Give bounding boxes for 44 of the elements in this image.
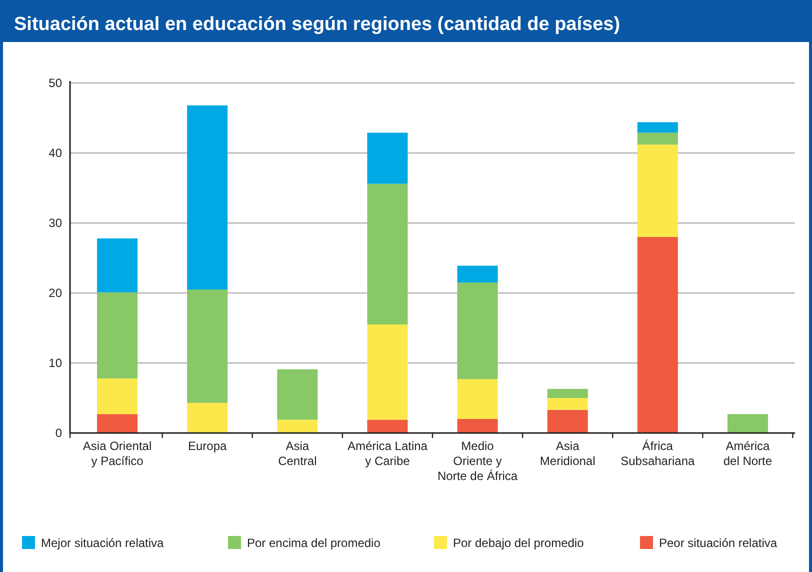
- bar: [367, 420, 408, 433]
- y-tick-label: 0: [55, 426, 62, 440]
- bar: [637, 122, 678, 133]
- bar: [367, 324, 408, 420]
- y-tick-label: 20: [48, 286, 62, 300]
- x-tick-label: Medio Oriente y Norte de África: [438, 439, 518, 483]
- bar: [277, 420, 318, 433]
- legend-label: Por encima del promedio: [247, 536, 381, 550]
- bar: [637, 144, 678, 237]
- bar: [187, 402, 228, 433]
- x-tick-label: Asia Central: [278, 439, 317, 468]
- bar: [367, 132, 408, 184]
- bar: [547, 388, 588, 398]
- y-tick-label: 30: [48, 216, 62, 230]
- y-tick-label: 10: [48, 356, 62, 370]
- bar: [97, 414, 138, 433]
- bar: [277, 369, 318, 420]
- legend-label: Mejor situación relativa: [41, 536, 164, 550]
- bar: [367, 184, 408, 324]
- bar: [457, 266, 498, 282]
- x-tick-label: Asia Meridional: [540, 439, 596, 468]
- bar: [637, 237, 678, 433]
- bar: [187, 105, 228, 290]
- y-tick-label: 50: [48, 76, 62, 90]
- x-tick-label: América del Norte: [723, 439, 772, 468]
- x-tick-label: América Latina y Caribe: [347, 439, 428, 468]
- legend-label: Por debajo del promedio: [453, 536, 584, 550]
- y-tick-label: 40: [48, 146, 62, 160]
- bar: [457, 379, 498, 419]
- bar: [187, 290, 228, 403]
- x-tick-label: África Subsahariana: [620, 439, 696, 468]
- x-tick-label: Europa: [188, 439, 228, 453]
- bar: [97, 238, 138, 292]
- bar: [547, 398, 588, 410]
- bar: [727, 414, 768, 433]
- bar: [457, 282, 498, 380]
- bar: [457, 419, 498, 433]
- bar: [97, 378, 138, 414]
- legend-label: Peor situación relativa: [659, 536, 778, 550]
- x-tick-label: Asia Oriental y Pacífico: [82, 439, 152, 468]
- bar: [637, 132, 678, 145]
- bar: [97, 292, 138, 378]
- bar: [547, 410, 588, 433]
- chart-title: Situación actual en educación según regiones (cantidad de países): [14, 14, 620, 35]
